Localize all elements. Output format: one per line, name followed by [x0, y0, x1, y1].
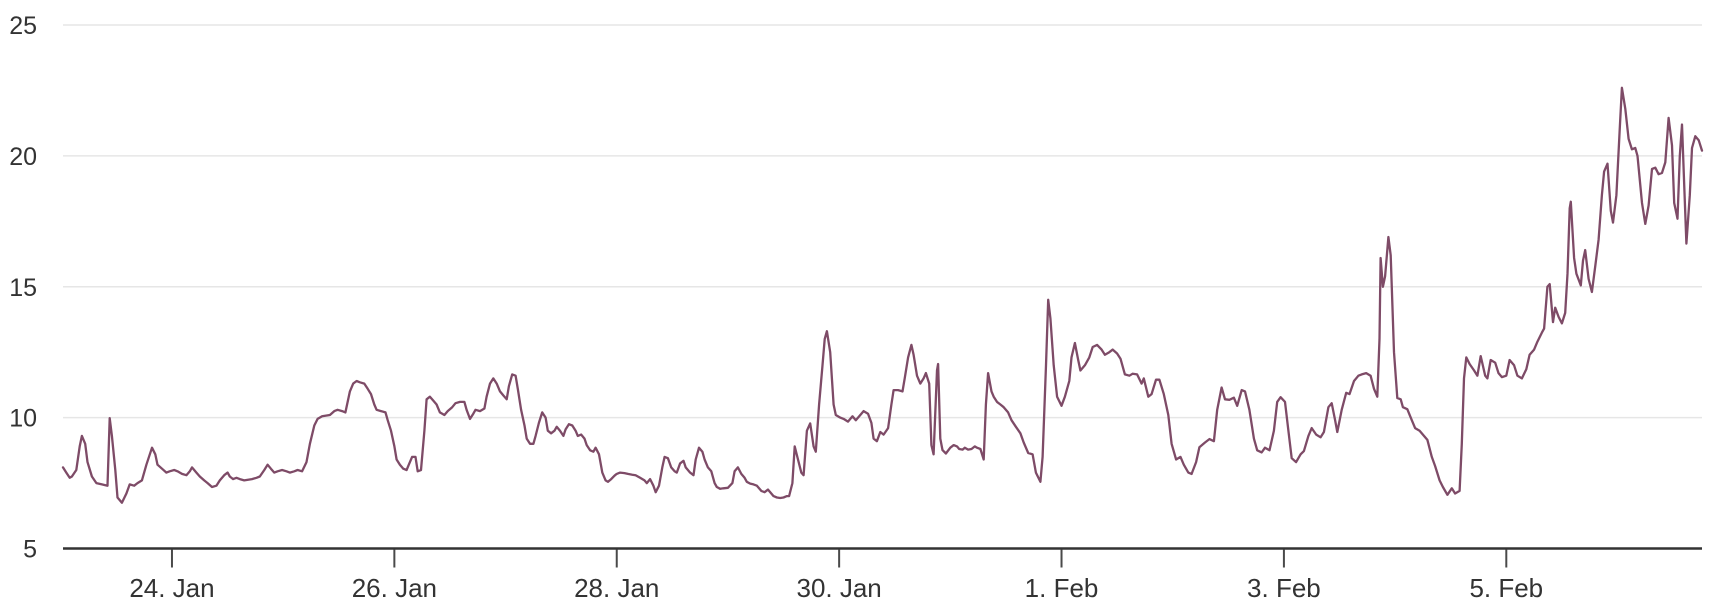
y-axis-labels-group: 5 10 15 20 25: [9, 12, 37, 564]
y-tick-label: 5: [23, 536, 37, 564]
x-tick-label: 5. Feb: [1469, 573, 1543, 603]
x-axis-group: 24. Jan 26. Jan 28. Jan 30. Jan 1. Feb 3. Feb…: [63, 547, 1702, 603]
gridlines-group: [63, 24, 1702, 419]
y-tick-label: 20: [9, 143, 37, 171]
y-tick-label: 25: [9, 12, 37, 40]
x-tick-label: 24. Jan: [129, 573, 214, 603]
x-tick-label: 28. Jan: [574, 573, 659, 603]
x-tick-label: 26. Jan: [352, 573, 437, 603]
y-tick-label: 10: [9, 405, 37, 433]
x-tick-label: 30. Jan: [796, 573, 881, 603]
x-tick-label: 1. Feb: [1025, 573, 1099, 603]
x-tick-label: 3. Feb: [1247, 573, 1321, 603]
y-tick-label: 15: [9, 274, 37, 302]
series-line: [61, 86, 1704, 504]
series-group: [61, 86, 1704, 504]
